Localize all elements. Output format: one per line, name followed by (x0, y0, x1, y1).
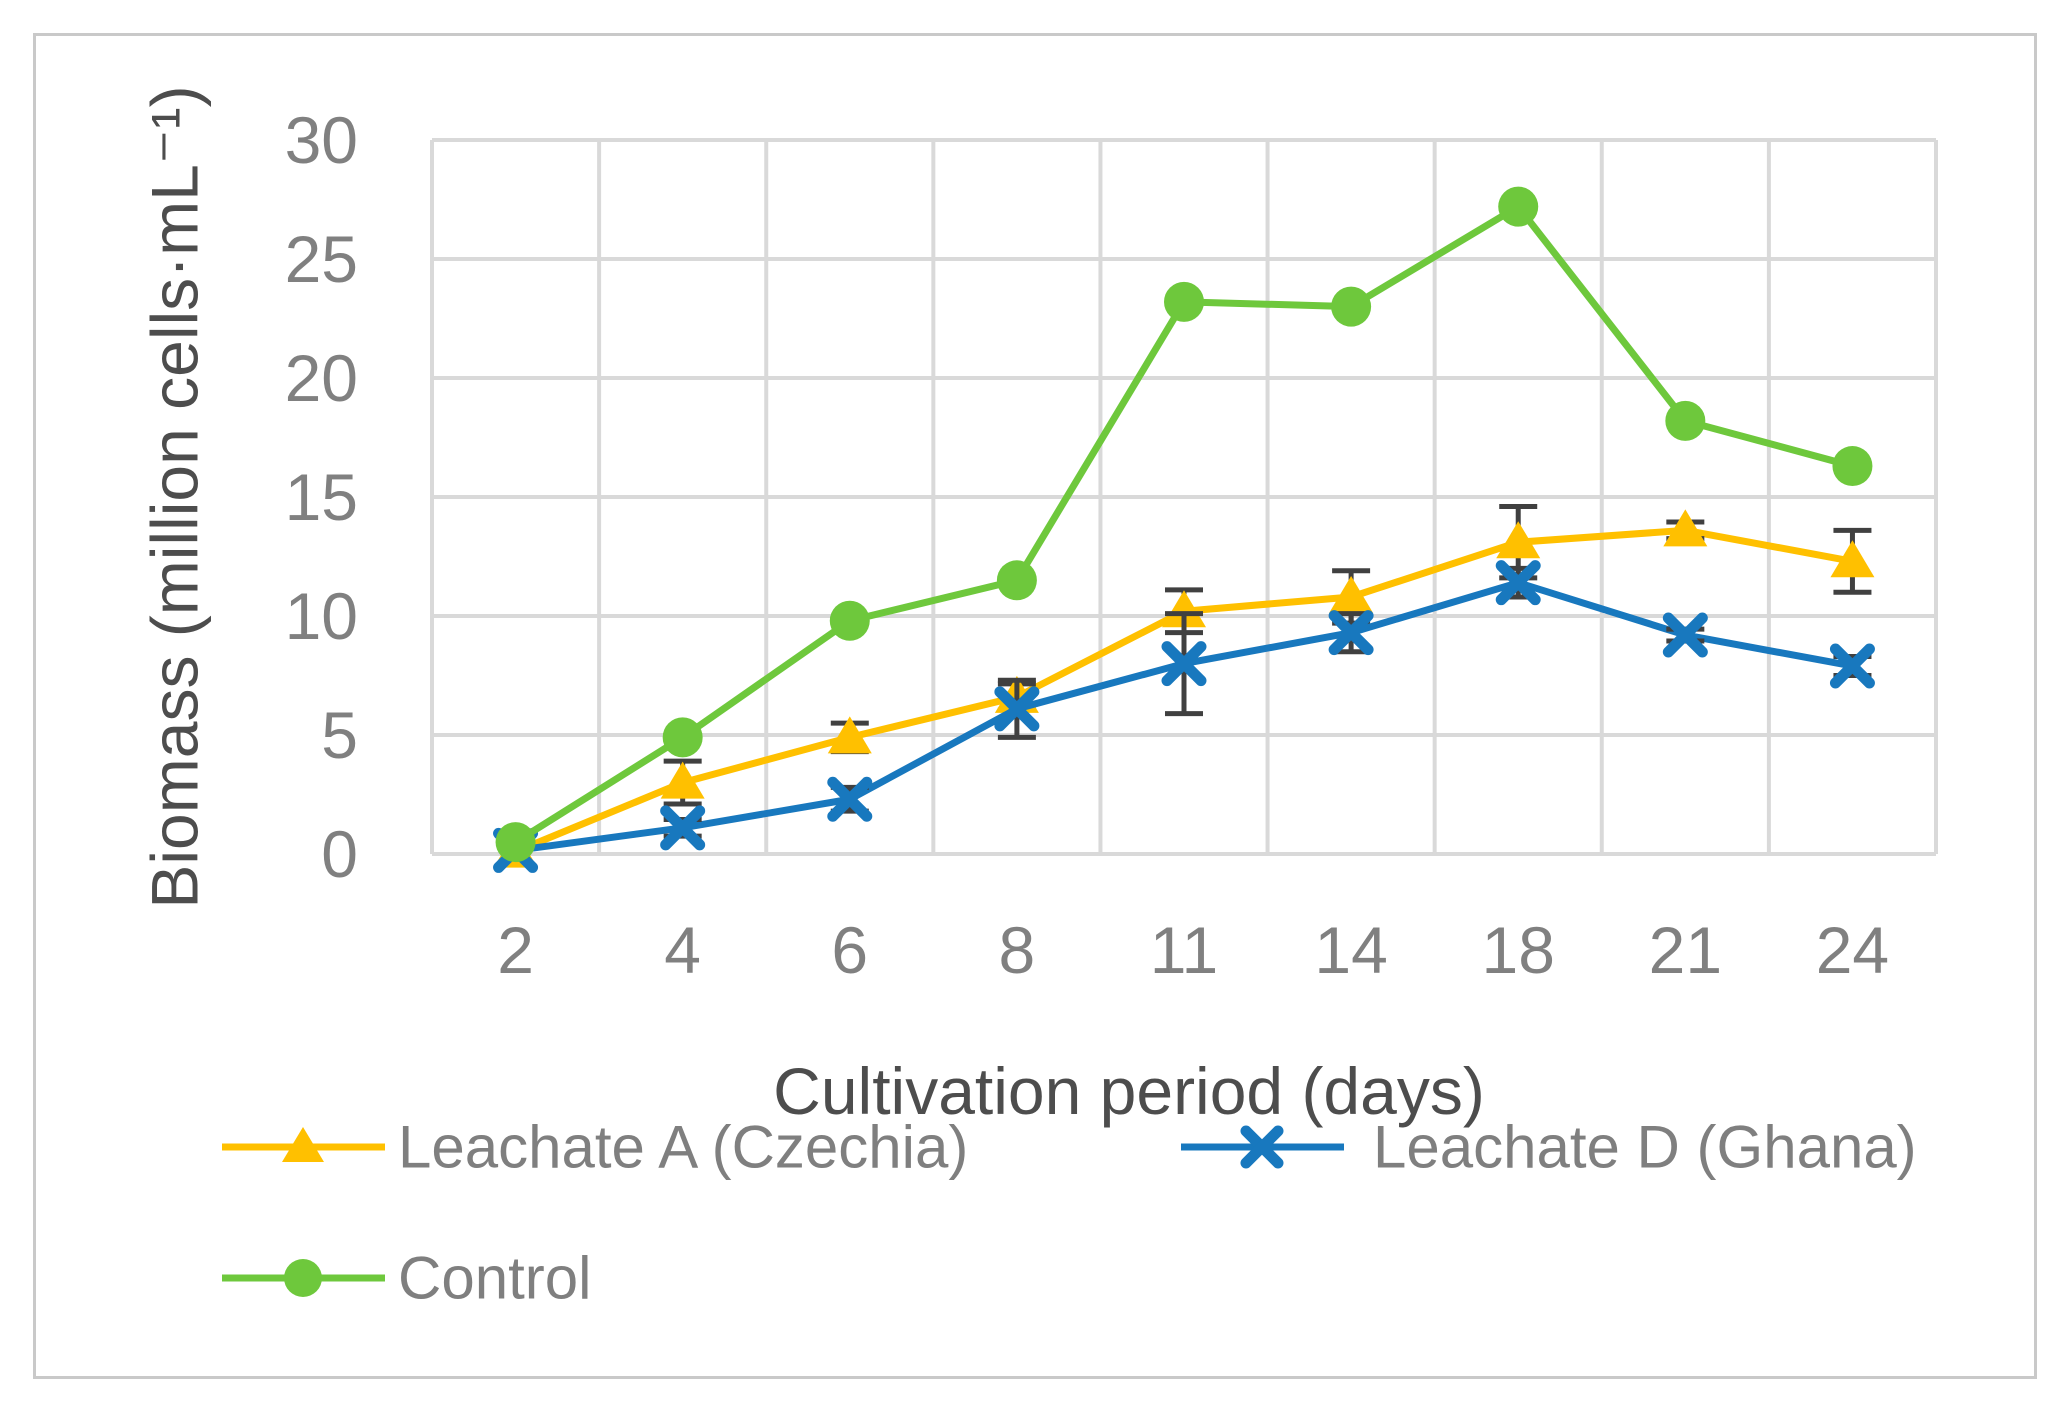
data-point-circle (996, 560, 1037, 601)
x-tick-label: 2 (497, 913, 534, 987)
x-tick-label: 21 (1649, 913, 1722, 987)
x-tick-label: 6 (831, 913, 868, 987)
x-tick-label: 14 (1314, 913, 1387, 987)
data-point-x (1829, 643, 1875, 689)
data-point-circle (1498, 186, 1539, 227)
data-point-x (994, 686, 1040, 732)
data-point-triangle (660, 761, 705, 799)
legend-marker-leachate-a (222, 1127, 385, 1162)
data-point-x (1662, 612, 1708, 658)
data-point-triangle (1162, 590, 1206, 628)
data-point-triangle (1830, 540, 1875, 578)
y-tick-labels: 0 5 10 15 20 25 30 (285, 103, 358, 891)
y-tick-label: 5 (321, 698, 358, 772)
y-tick-label: 15 (285, 460, 358, 534)
data-point-triangle (1663, 509, 1708, 547)
y-tick-label: 30 (285, 103, 358, 177)
data-point-circle (1164, 281, 1204, 322)
data-point-x (1161, 641, 1207, 687)
x-tick-label: 24 (1816, 913, 1889, 987)
data-point-x (1495, 560, 1541, 606)
legend-marker-control (222, 1259, 385, 1297)
x-tick-label: 18 (1482, 913, 1555, 987)
legend-marker-leachate-d (1181, 1125, 1344, 1169)
data-point-triangle (282, 1127, 324, 1162)
y-tick-label: 10 (285, 579, 358, 653)
data-point-x (827, 776, 873, 822)
data-point-circle (1665, 400, 1706, 441)
data-point-circle (284, 1259, 322, 1297)
data-point-triangle (1329, 575, 1374, 613)
x-tick-label: 8 (999, 913, 1036, 987)
y-tick-label: 20 (285, 341, 358, 415)
data-point-x (660, 805, 706, 851)
data-point-circle (662, 717, 703, 758)
series-leachate-d-ghana- (493, 560, 1875, 873)
y-tick-label: 25 (285, 222, 358, 296)
gridlines (430, 138, 1938, 856)
x-axis-title: Cultivation period (days) (773, 1054, 1485, 1128)
data-point-circle (1331, 286, 1372, 327)
data-point-circle (829, 600, 870, 641)
data-point-x (1240, 1125, 1284, 1169)
legend-label-control: Control (398, 1244, 592, 1312)
legend-label-leachate-a: Leachate A (Czechia) (398, 1113, 969, 1181)
x-tick-labels: 2 4 6 8 11 14 18 21 24 (497, 913, 1889, 987)
data-point-circle (1832, 446, 1873, 487)
data-point-circle (495, 822, 536, 863)
x-tick-label: 4 (664, 913, 701, 987)
data-point-x (1328, 610, 1374, 656)
legend-label-leachate-d: Leachate D (Ghana) (1373, 1113, 1917, 1181)
data-point-triangle (1496, 521, 1541, 559)
y-tick-label: 0 (321, 817, 358, 891)
series-control (495, 186, 1873, 863)
x-tick-label: 11 (1150, 913, 1219, 987)
data-point-triangle (827, 716, 872, 754)
y-axis-title: Biomass (million cells·mL⁻¹) (137, 85, 212, 909)
